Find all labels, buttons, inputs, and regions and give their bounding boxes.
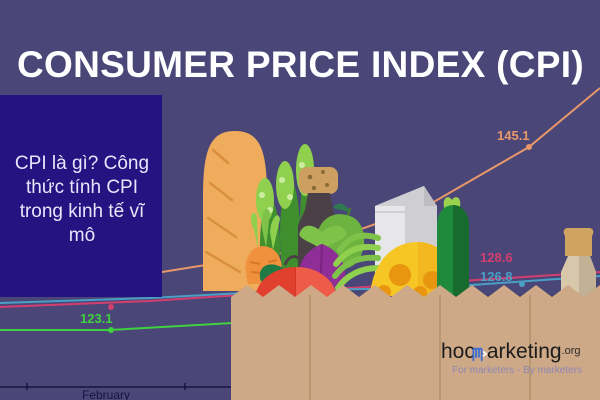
svg-text:126.8: 126.8 [480, 269, 513, 284]
svg-text:128.6: 128.6 [480, 250, 513, 265]
svg-text:February: February [82, 388, 130, 400]
svg-text:145.1: 145.1 [497, 128, 530, 143]
svg-text:123.1: 123.1 [80, 311, 113, 326]
